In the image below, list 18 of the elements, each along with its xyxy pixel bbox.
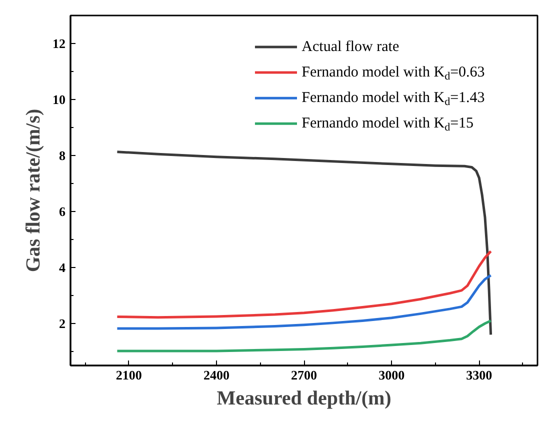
y-axis-title: Gas flow rate/(m/s) [22,108,44,272]
y-tick-label: 6 [59,204,66,219]
y-tick-label: 10 [52,92,66,107]
y-tick-label: 2 [59,316,66,331]
line-series [116,150,492,336]
line-series [116,274,492,330]
line-series [116,319,492,352]
x-tick-label: 2100 [116,368,142,382]
y-tick-label: 8 [59,148,66,163]
y-tick-label: 4 [59,260,66,275]
x-tick-label: 2400 [203,368,230,382]
x-axis-title: Measured depth/(m) [216,388,392,410]
x-tick-label: 3000 [378,368,405,382]
legend-label: Actual flow rate [302,39,400,55]
y-tick-label: 12 [52,36,66,51]
x-tick-label: 2700 [291,368,317,382]
line-series [116,250,492,319]
x-tick-label: 3300 [466,368,492,382]
